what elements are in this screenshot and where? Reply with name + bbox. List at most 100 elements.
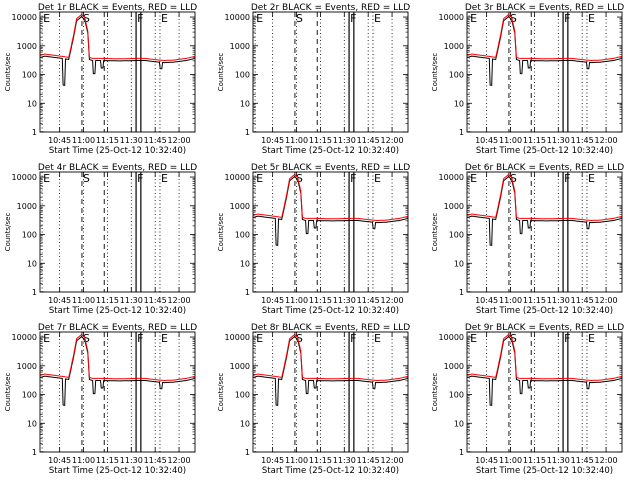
series-events-line bbox=[466, 176, 622, 246]
x-axis-label: Start Time (25-Oct-12 10:32:40) bbox=[49, 466, 186, 476]
panel-det-4: Det 4r BLACK = Events, RED = LLD Counts/s… bbox=[4, 163, 197, 316]
y-tick-label: 10000 bbox=[439, 173, 464, 182]
x-tick-label: 10:45 bbox=[475, 456, 498, 465]
series-events-line bbox=[252, 336, 408, 406]
x-tick-label: 12:00 bbox=[595, 456, 618, 465]
x-tick-label: 12:00 bbox=[595, 136, 618, 145]
marker-label: E bbox=[161, 172, 168, 185]
x-tick-label: 11:30 bbox=[547, 456, 570, 465]
x-tick-label: 11:00 bbox=[72, 456, 95, 465]
marker-label: S bbox=[83, 332, 90, 345]
y-tick-label: 100 bbox=[235, 391, 250, 400]
y-tick-label: 1 bbox=[32, 128, 37, 137]
y-tick-label: 1000 bbox=[17, 362, 37, 371]
marker-label: E bbox=[43, 332, 50, 345]
y-tick-label: 1 bbox=[245, 288, 250, 297]
y-tick-label: 10000 bbox=[12, 13, 37, 22]
x-tick-label: 11:45 bbox=[357, 456, 380, 465]
marker-label: F bbox=[564, 172, 570, 185]
x-tick-label: 11:00 bbox=[499, 136, 522, 145]
y-tick-label: 1000 bbox=[230, 202, 250, 211]
y-tick-label: 100 bbox=[235, 71, 250, 80]
y-tick-label: 1000 bbox=[17, 42, 37, 51]
y-tick-label: 10000 bbox=[12, 333, 37, 342]
x-axis-label: Start Time (25-Oct-12 10:32:40) bbox=[262, 306, 399, 316]
panel-det-9: Det 9r BLACK = Events, RED = LLD Counts/s… bbox=[431, 323, 624, 476]
x-tick-label: 11:30 bbox=[120, 136, 143, 145]
x-tick-label: 10:45 bbox=[475, 296, 498, 305]
marker-label: S bbox=[510, 12, 517, 25]
y-tick-label: 100 bbox=[449, 71, 464, 80]
marker-label: F bbox=[137, 332, 143, 345]
y-tick-label: 1 bbox=[245, 128, 250, 137]
marker-label: F bbox=[564, 12, 570, 25]
panel-title: Det 3r BLACK = Events, RED = LLD bbox=[465, 3, 624, 13]
marker-label: S bbox=[510, 172, 517, 185]
series-lld-line bbox=[466, 14, 622, 61]
x-tick-label: 11:00 bbox=[72, 136, 95, 145]
y-tick-label: 10 bbox=[240, 99, 250, 108]
marker-label: E bbox=[43, 12, 50, 25]
y-tick-label: 100 bbox=[22, 231, 37, 240]
panel-title: Det 2r BLACK = Events, RED = LLD bbox=[251, 3, 410, 13]
marker-label: E bbox=[256, 12, 263, 25]
y-tick-label: 1000 bbox=[17, 202, 37, 211]
y-tick-label: 1 bbox=[459, 288, 464, 297]
panel-det-2: Det 2r BLACK = Events, RED = LLD Counts/s… bbox=[217, 3, 410, 156]
plot-frame bbox=[252, 331, 409, 453]
panel-title: Det 4r BLACK = Events, RED = LLD bbox=[38, 163, 197, 173]
y-tick-label: 10000 bbox=[225, 333, 250, 342]
x-axis-label: Start Time (25-Oct-12 10:32:40) bbox=[49, 306, 186, 316]
marker-label: E bbox=[374, 332, 381, 345]
y-tick-label: 100 bbox=[235, 231, 250, 240]
x-tick-label: 11:30 bbox=[333, 296, 356, 305]
x-tick-label: 11:15 bbox=[523, 456, 546, 465]
y-tick-label: 1 bbox=[459, 128, 464, 137]
x-tick-label: 11:00 bbox=[285, 136, 308, 145]
y-tick-label: 100 bbox=[449, 231, 464, 240]
y-tick-label: 10000 bbox=[225, 173, 250, 182]
panel-title: Det 7r BLACK = Events, RED = LLD bbox=[38, 323, 197, 333]
y-tick-label: 100 bbox=[22, 391, 37, 400]
x-tick-label: 11:00 bbox=[499, 296, 522, 305]
y-tick-label: 10 bbox=[454, 99, 464, 108]
x-tick-label: 10:45 bbox=[261, 456, 284, 465]
y-tick-label: 100 bbox=[22, 71, 37, 80]
y-tick-label: 10 bbox=[27, 259, 37, 268]
plot-frame bbox=[39, 11, 196, 133]
y-axis-label: Counts/sec bbox=[217, 213, 225, 252]
y-tick-label: 10 bbox=[454, 259, 464, 268]
x-tick-label: 11:45 bbox=[571, 136, 594, 145]
marker-label: S bbox=[296, 172, 303, 185]
panel-det-5: Det 5r BLACK = Events, RED = LLD Counts/s… bbox=[217, 163, 410, 316]
marker-label: F bbox=[137, 12, 143, 25]
x-tick-label: 11:30 bbox=[120, 296, 143, 305]
series-events-line bbox=[39, 336, 195, 406]
y-axis-label: Counts/sec bbox=[431, 53, 439, 92]
panel-det-8: Det 8r BLACK = Events, RED = LLD Counts/s… bbox=[217, 323, 410, 476]
x-tick-label: 10:45 bbox=[48, 296, 71, 305]
marker-label: E bbox=[374, 12, 381, 25]
panel-title: Det 8r BLACK = Events, RED = LLD bbox=[251, 323, 410, 333]
x-tick-label: 11:15 bbox=[96, 296, 119, 305]
y-axis-label: Counts/sec bbox=[431, 373, 439, 412]
marker-label: F bbox=[350, 12, 356, 25]
x-tick-label: 11:45 bbox=[571, 456, 594, 465]
marker-label: E bbox=[470, 332, 477, 345]
y-axis-label: Counts/sec bbox=[217, 53, 225, 92]
marker-label: S bbox=[296, 332, 303, 345]
marker-label: S bbox=[510, 332, 517, 345]
x-tick-label: 10:45 bbox=[261, 136, 284, 145]
series-events-line bbox=[39, 16, 195, 86]
marker-label: E bbox=[588, 12, 595, 25]
y-tick-label: 10000 bbox=[225, 13, 250, 22]
x-tick-label: 12:00 bbox=[168, 456, 191, 465]
y-tick-label: 10 bbox=[240, 419, 250, 428]
x-axis-label: Start Time (25-Oct-12 10:32:40) bbox=[49, 146, 186, 156]
plot-frame bbox=[252, 11, 409, 133]
y-axis-label: Counts/sec bbox=[217, 373, 225, 412]
series-events-line bbox=[466, 336, 622, 406]
x-tick-label: 11:15 bbox=[523, 296, 546, 305]
marker-label: E bbox=[161, 12, 168, 25]
